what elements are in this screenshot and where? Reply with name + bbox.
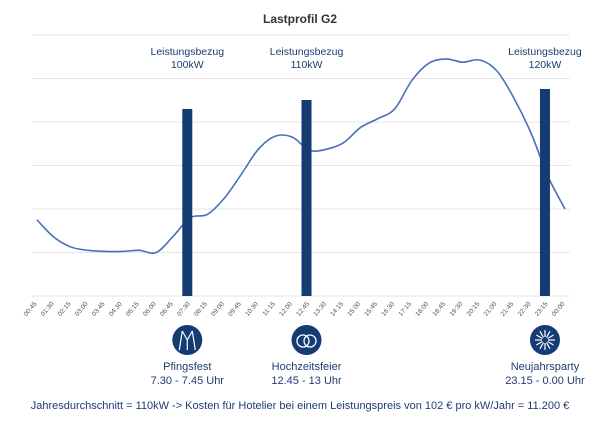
x-tick-label: 05:15 — [125, 301, 141, 318]
event-name: Hochzeitsfeier — [272, 361, 342, 373]
x-tick-label: 09:45 — [227, 301, 243, 318]
x-axis-ticks: 00:45 01:30 02:15 03:00 03:45 04:30 05:15 06:00… — [23, 301, 567, 318]
fireworks-icon — [529, 325, 560, 355]
peak-bar — [539, 89, 550, 296]
chart-title: Lastprofil G2 — [263, 12, 337, 26]
x-tick-label: 00:45 — [23, 301, 39, 318]
event-time: 7.30 - 7.45 Uhr — [151, 375, 225, 387]
x-tick-label: 14:15 — [329, 301, 345, 318]
x-tick-label: 10:30 — [244, 301, 260, 318]
suit-icon — [172, 325, 203, 355]
grid — [32, 34, 570, 297]
x-tick-label: 21:45 — [500, 301, 516, 318]
peak-label-title: Leistungsbezug — [508, 46, 582, 58]
x-tick-label: 15:45 — [363, 301, 379, 318]
x-tick-label: 03:00 — [74, 301, 90, 318]
x-tick-label: 23:15 — [534, 301, 550, 318]
x-tick-label: 12:00 — [278, 301, 294, 318]
x-tick-label: 16:30 — [380, 301, 396, 318]
wedding-rings-icon — [291, 325, 322, 355]
event-name: Neujahrsparty — [511, 361, 580, 373]
x-tick-label: 20:15 — [466, 301, 482, 318]
event-time: 12.45 - 13 Uhr — [271, 375, 342, 387]
x-tick-label: 04:30 — [108, 301, 124, 318]
x-tick-label: 08:15 — [193, 301, 209, 318]
peak-bar — [301, 100, 312, 296]
x-tick-label: 13:30 — [312, 301, 328, 318]
x-tick-label: 07:30 — [176, 301, 192, 318]
x-tick-label: 12:45 — [295, 301, 311, 318]
x-tick-label: 06:45 — [159, 301, 175, 318]
peak-bar — [182, 109, 193, 296]
peak-label-value: 100kW — [171, 59, 204, 71]
x-tick-label: 18:45 — [431, 301, 447, 318]
x-tick-label: 19:30 — [449, 301, 465, 318]
peak-label-value: 120kW — [529, 59, 562, 71]
x-tick-label: 02:15 — [57, 301, 73, 318]
x-tick-label: 18:00 — [414, 301, 430, 318]
x-tick-label: 01:30 — [40, 301, 56, 318]
x-tick-label: 09:00 — [210, 301, 226, 318]
x-tick-label: 21:00 — [483, 301, 499, 318]
x-tick-label: 06:00 — [142, 301, 158, 318]
peak-label-title: Leistungsbezug — [151, 46, 225, 58]
x-tick-label: 17:15 — [397, 301, 413, 318]
series-line — [36, 58, 566, 254]
x-tick-label: 22:30 — [517, 301, 533, 318]
x-tick-label: 11:15 — [261, 301, 277, 318]
line-layer — [36, 58, 566, 254]
footer-note: Jahresdurchschnitt = 110kW -> Kosten für… — [31, 400, 570, 412]
event-name: Pfingsfest — [163, 361, 211, 373]
peak-label-value: 110kW — [291, 59, 323, 71]
x-tick-label: 03:45 — [91, 301, 107, 318]
event-time: 23.15 - 0.00 Uhr — [505, 375, 585, 387]
x-tick-label: 00:00 — [551, 301, 567, 318]
peak-bars — [182, 89, 550, 296]
peak-label-title: Leistungsbezug — [270, 46, 344, 58]
x-tick-label: 15:00 — [346, 301, 362, 318]
